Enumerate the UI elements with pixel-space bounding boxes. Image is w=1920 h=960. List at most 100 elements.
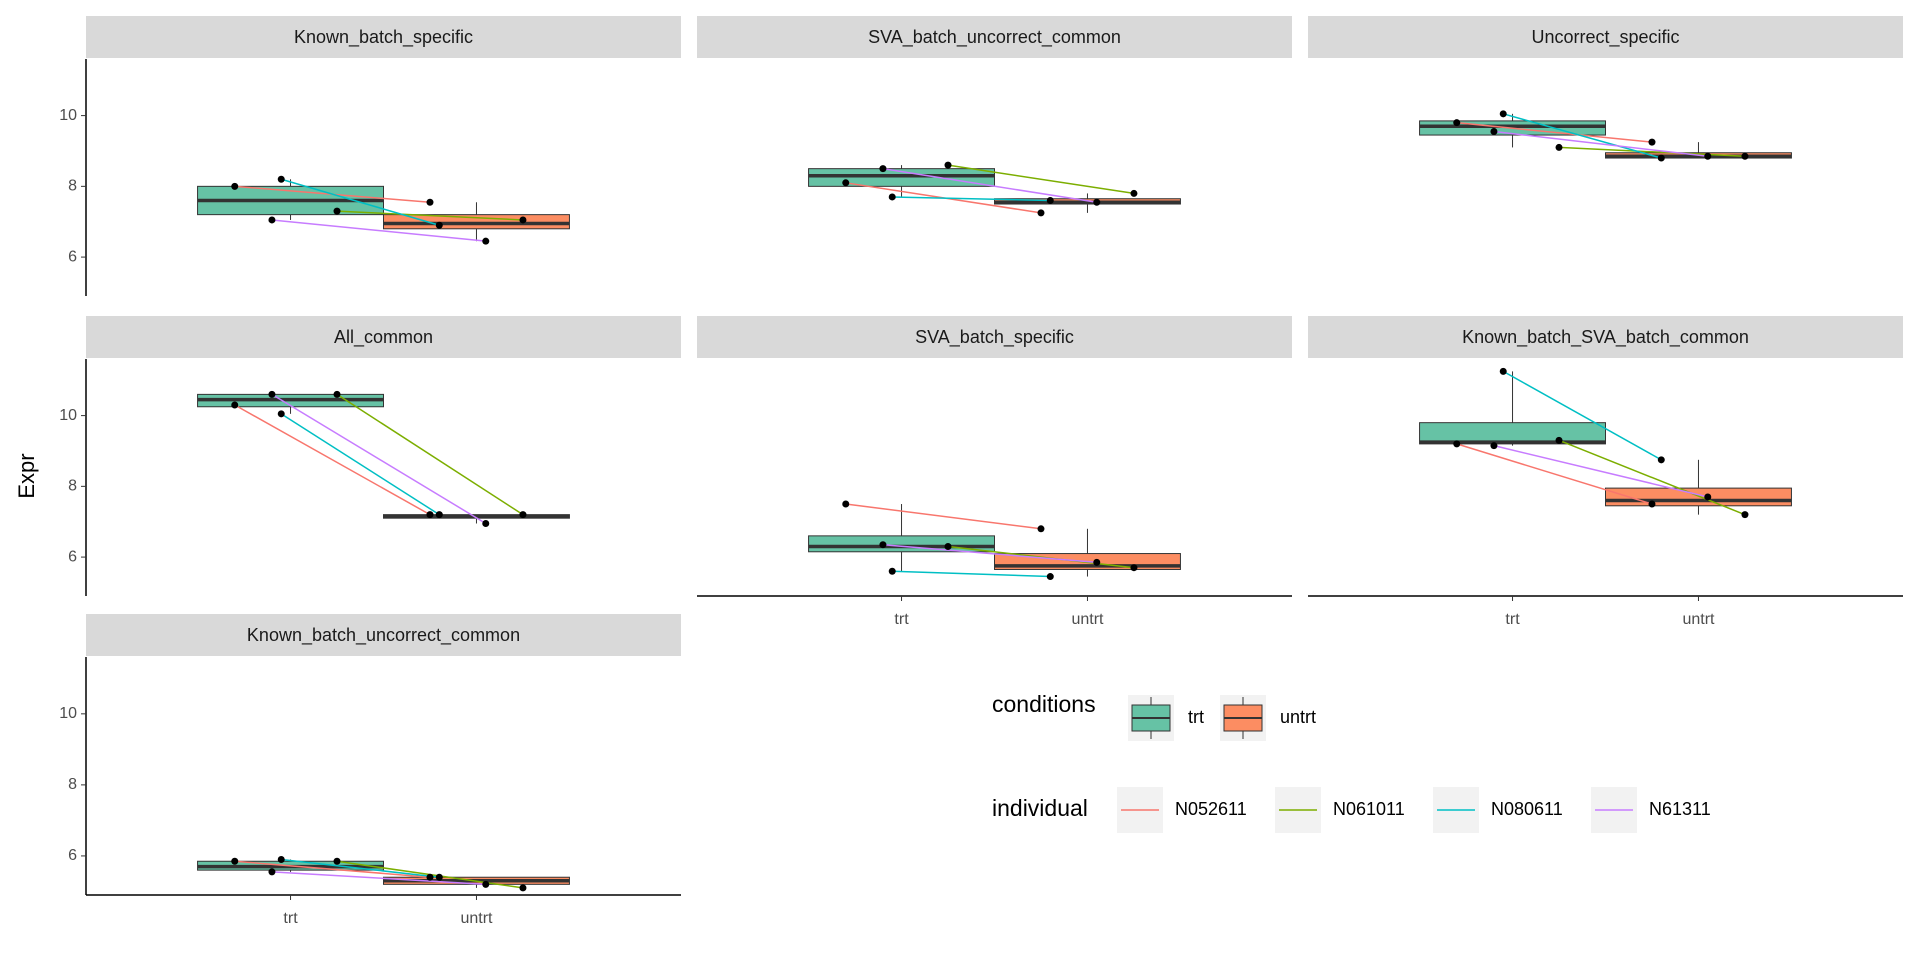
strip	[697, 316, 1292, 358]
y-tick-label: 10	[59, 705, 77, 722]
individual-line	[1503, 113, 1662, 159]
x-tick-label: trt	[283, 910, 298, 927]
individual-line	[1456, 443, 1653, 505]
individual-line	[336, 393, 524, 516]
individual-line	[271, 393, 487, 525]
point	[426, 198, 434, 206]
point	[482, 237, 490, 245]
point	[1130, 189, 1138, 197]
point	[268, 868, 276, 876]
x-tick-label: trt	[1505, 611, 1520, 628]
point	[426, 873, 434, 881]
point	[1704, 152, 1712, 160]
point	[1037, 525, 1045, 533]
legend-title: conditions	[992, 691, 1096, 717]
strip	[86, 614, 681, 656]
individual-line	[892, 196, 1051, 202]
x-tick-label: untrt	[460, 910, 493, 927]
point	[1657, 154, 1665, 162]
strip	[1308, 16, 1903, 58]
point	[888, 193, 896, 201]
point	[842, 179, 850, 187]
point	[1490, 128, 1498, 136]
point	[277, 410, 285, 418]
point	[1555, 436, 1563, 444]
point	[1490, 442, 1498, 450]
point	[1453, 440, 1461, 448]
strip-title: SVA_batch_uncorrect_common	[868, 27, 1121, 48]
point	[482, 519, 490, 527]
point	[277, 175, 285, 183]
y-tick-label: 6	[68, 847, 77, 864]
individual-line	[1502, 370, 1662, 461]
strip-title: All_common	[334, 327, 433, 348]
point	[944, 542, 952, 550]
strip-title: Known_batch_specific	[294, 27, 473, 48]
point	[879, 165, 887, 173]
legend-label: N61311	[1649, 799, 1711, 819]
individual-line	[1558, 439, 1746, 516]
point	[333, 207, 341, 215]
legend-label: untrt	[1280, 707, 1316, 727]
point	[1037, 209, 1045, 217]
point	[519, 884, 527, 892]
point	[435, 221, 443, 229]
box	[808, 168, 995, 187]
point	[1130, 564, 1138, 572]
y-tick-label: 8	[68, 776, 77, 793]
individual-line	[271, 219, 486, 242]
strip-title: SVA_batch_specific	[915, 327, 1074, 348]
point	[944, 161, 952, 169]
point	[1453, 119, 1461, 127]
legend-label: N052611	[1175, 799, 1247, 819]
individual-line	[845, 503, 1042, 530]
point	[333, 390, 341, 398]
strip	[86, 316, 681, 358]
point	[268, 216, 276, 224]
point	[1741, 152, 1749, 160]
point	[1741, 511, 1749, 519]
individual-line	[1493, 130, 1708, 158]
strip	[697, 16, 1292, 58]
point	[888, 567, 896, 575]
point	[879, 541, 887, 549]
legend-label: N080611	[1491, 799, 1563, 819]
x-tick-label: untrt	[1682, 611, 1715, 628]
point	[1046, 196, 1054, 204]
individual-line	[1493, 444, 1708, 498]
point	[333, 857, 341, 865]
point	[426, 511, 434, 519]
individual-line	[234, 404, 431, 516]
point	[1657, 456, 1665, 464]
point	[435, 511, 443, 519]
strip	[86, 16, 681, 58]
point	[1648, 138, 1656, 146]
strip-title: Known_batch_SVA_batch_common	[1462, 327, 1749, 348]
y-tick-label: 8	[68, 478, 77, 495]
point	[268, 390, 276, 398]
point	[1704, 493, 1712, 501]
point	[435, 873, 443, 881]
legend-title: individual	[992, 795, 1088, 821]
x-tick-label: untrt	[1071, 611, 1104, 628]
individual-line	[882, 167, 1097, 204]
point	[482, 880, 490, 888]
point	[1499, 367, 1507, 375]
y-tick-label: 10	[59, 107, 77, 124]
individual-line	[336, 210, 523, 221]
point	[1046, 573, 1054, 581]
point	[1093, 558, 1101, 566]
point	[231, 401, 239, 409]
point	[1648, 500, 1656, 508]
strip	[1308, 316, 1903, 358]
point	[519, 216, 527, 224]
individual-line	[281, 858, 440, 878]
individual-line	[1558, 146, 1745, 158]
point	[277, 855, 285, 863]
strip-title: Uncorrect_specific	[1531, 27, 1679, 48]
x-tick-label: trt	[894, 611, 909, 628]
point	[231, 182, 239, 190]
individual-line	[882, 543, 1097, 564]
y-tick-label: 6	[68, 248, 77, 265]
